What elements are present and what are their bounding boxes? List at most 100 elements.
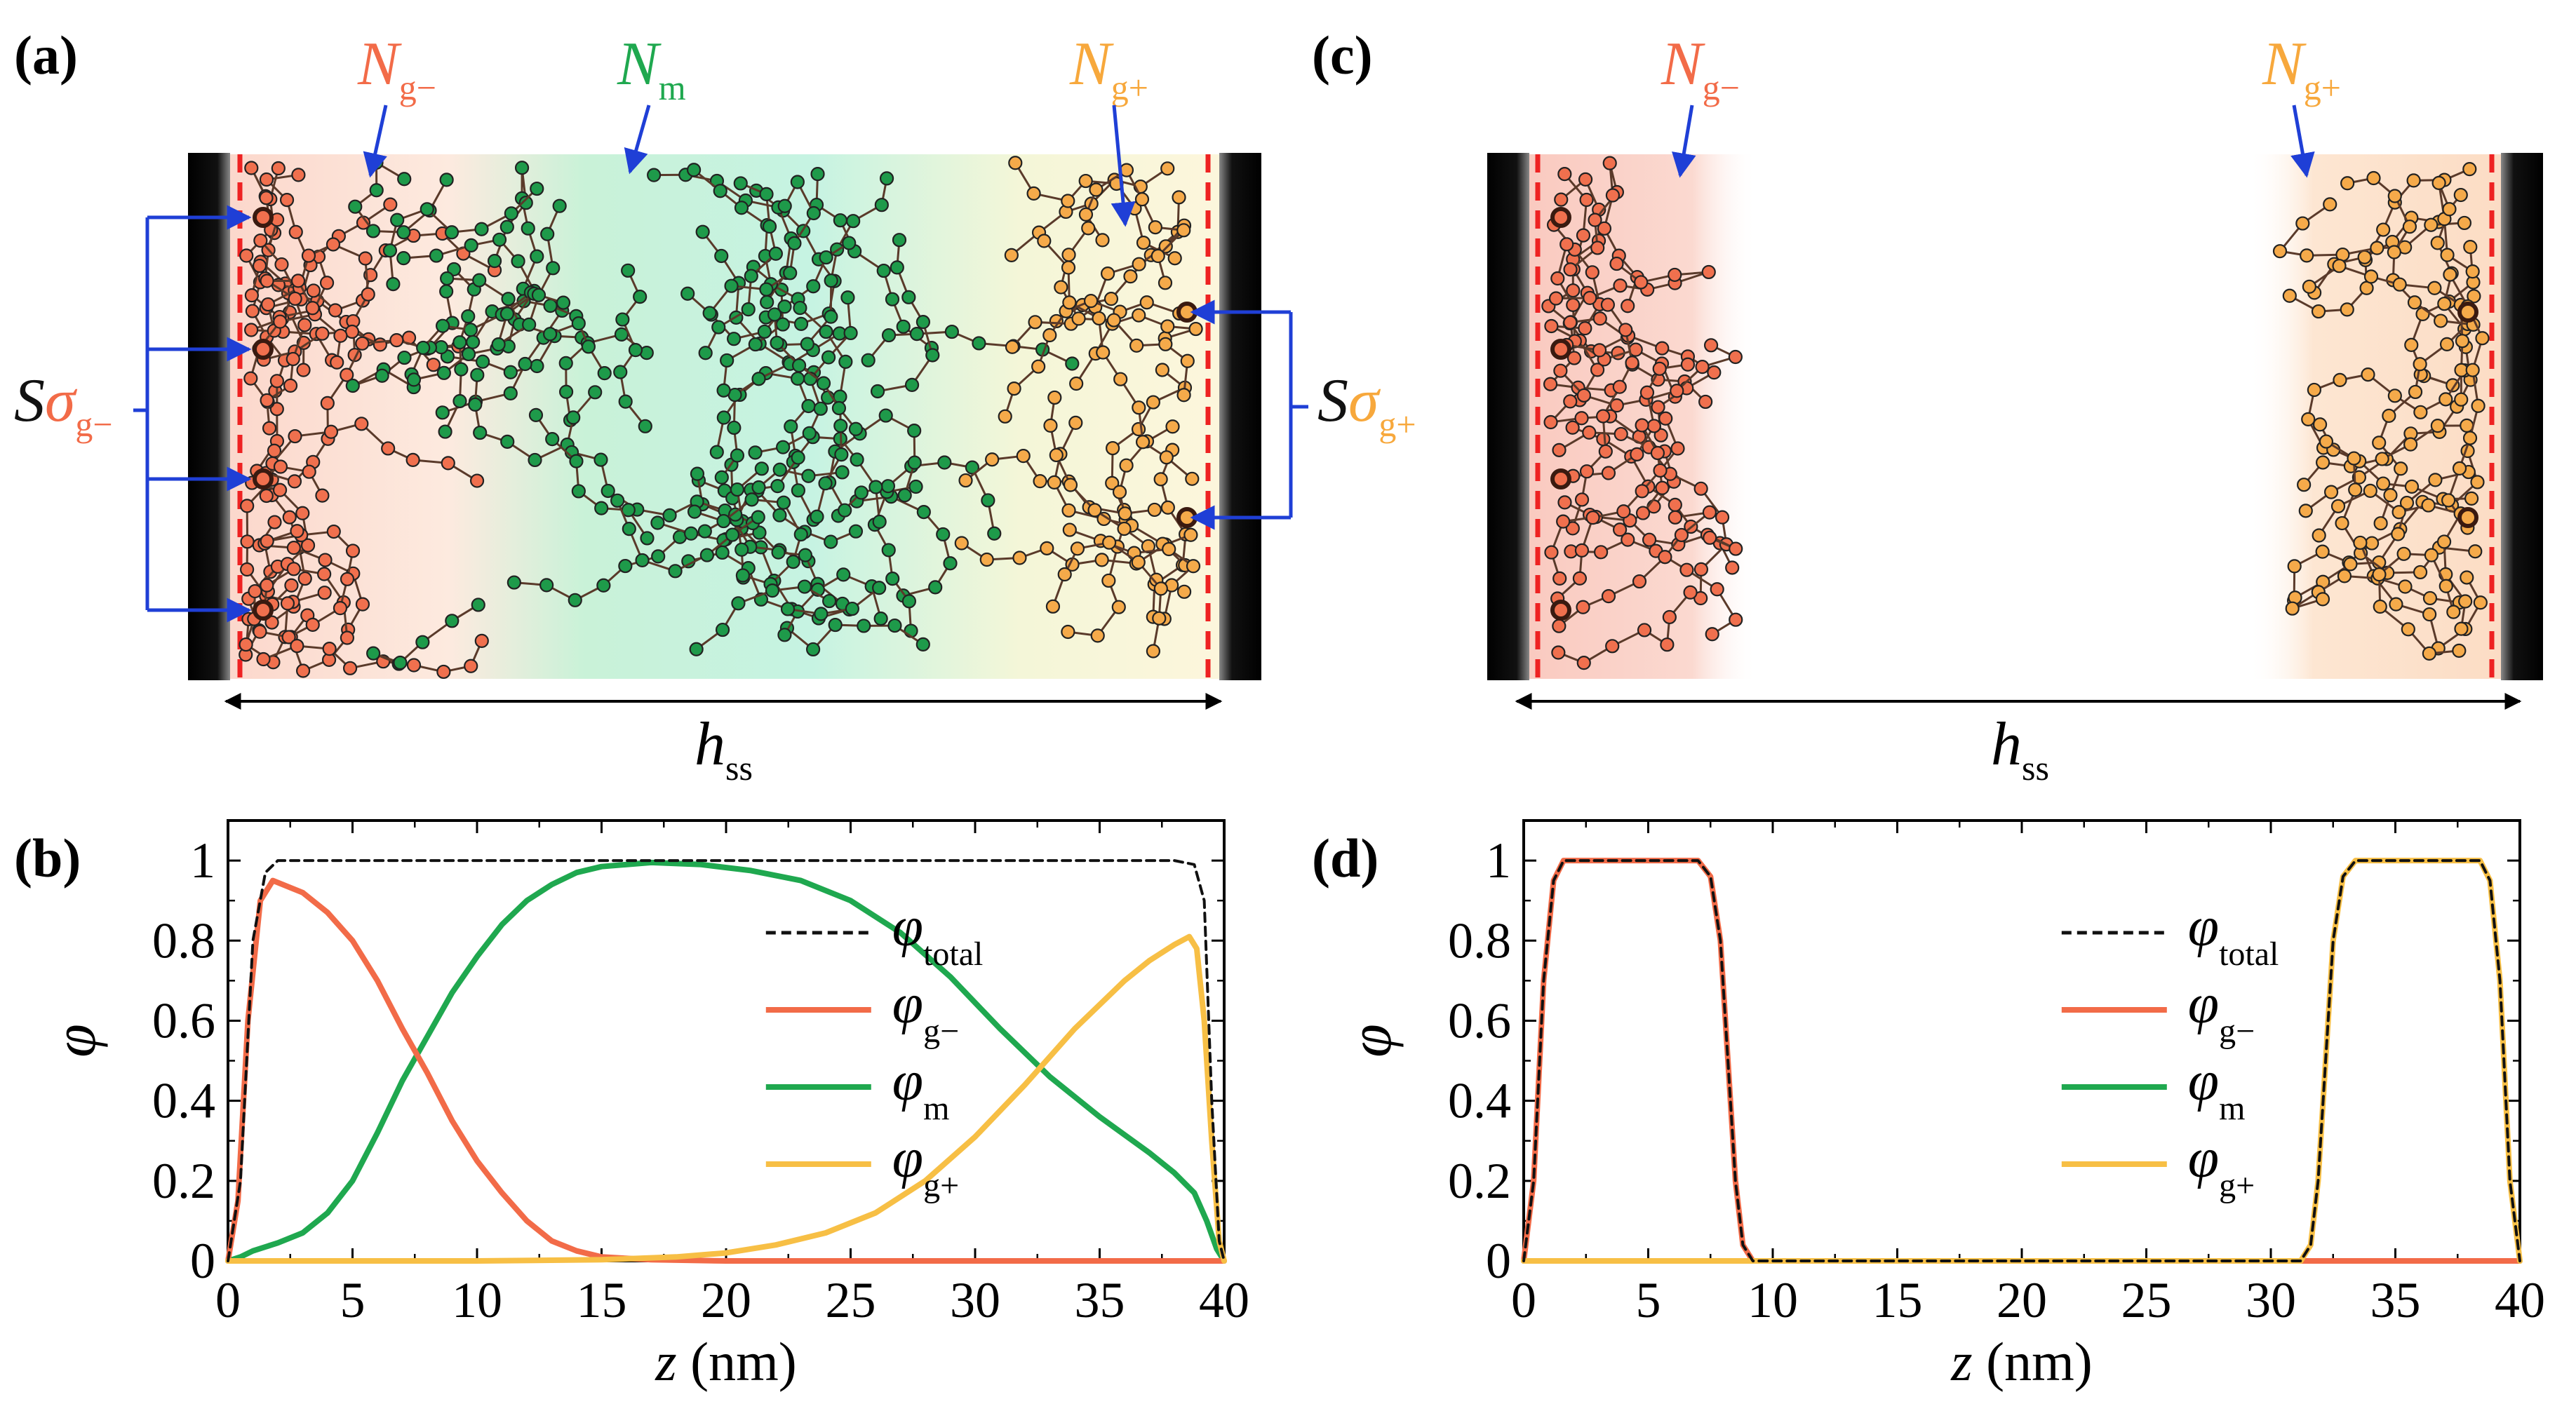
chain-bead (1601, 589, 1616, 604)
chain-bead (256, 652, 271, 667)
chain-bead (1566, 283, 1581, 298)
chain-bead (2394, 461, 2408, 476)
chain-bead (615, 312, 630, 327)
chain-bead (1131, 421, 1146, 437)
chain-bead (1167, 251, 1182, 266)
chain-bead (1185, 471, 1200, 486)
x-tick-label: 0 (1511, 1272, 1536, 1328)
chain-bead (2376, 476, 2391, 491)
chain-bead (695, 224, 710, 239)
chain-bead (2376, 222, 2391, 237)
chain-bead (1136, 235, 1151, 250)
chain-bead (2383, 488, 2398, 503)
chain-bead (1100, 266, 1115, 281)
chain-bead (880, 479, 896, 494)
chain-bead (1660, 637, 1675, 652)
chain-bead (793, 300, 807, 316)
chain-bead (2415, 306, 2430, 321)
chain-bead (1588, 212, 1602, 227)
chain-bead (2403, 437, 2418, 452)
n-minus-arrow-a (363, 104, 388, 178)
chain-bead (697, 524, 712, 539)
polymer-chains-c (1541, 156, 2490, 670)
chain-bead (328, 303, 343, 318)
chain-bead (1637, 623, 1652, 637)
chain-bead (2402, 220, 2417, 234)
chain-bead (828, 617, 843, 633)
chain-bead (727, 420, 742, 436)
chain-bead (415, 635, 430, 649)
chain-bead (1081, 221, 1096, 236)
chain-bead (396, 225, 411, 240)
chain-bead (260, 297, 276, 312)
chain-bead (1160, 500, 1175, 515)
chain-bead (2373, 516, 2388, 531)
chain-bead (752, 525, 767, 540)
chain-bead (365, 224, 381, 238)
right-wall (1219, 153, 1261, 680)
chain-bead (2295, 216, 2310, 231)
chain-bead (1147, 502, 1162, 518)
chain-bead (1096, 345, 1111, 360)
chain-bead (810, 167, 825, 182)
chain-bead (715, 545, 730, 560)
chain-bead (724, 278, 739, 293)
chain-bead (530, 249, 544, 264)
chain-bead (438, 424, 452, 439)
graft-point (253, 468, 274, 490)
chain-bead (1563, 315, 1578, 330)
chain-bead (543, 327, 558, 342)
chain-bead (1113, 372, 1128, 386)
chain-bead (1576, 656, 1591, 670)
chain-bead (2285, 601, 2300, 616)
chain-bead (1728, 349, 1743, 365)
chain-bead (342, 661, 358, 675)
chain-bead (320, 396, 335, 410)
chain-bead (1146, 395, 1160, 410)
chain-bead (1094, 553, 1109, 567)
chain-bead (581, 339, 596, 354)
chain-bead (345, 544, 361, 558)
chain-bead (834, 447, 849, 462)
chain-bead (916, 504, 931, 520)
legend-label-g_plus: φg+ (892, 1128, 959, 1204)
chain-bead (1049, 447, 1064, 463)
n-plus-arrow-c (2290, 104, 2315, 178)
panel-a: (a) Ng− Nm Ng+ Sσg− Sσg+ (14, 25, 1416, 788)
chain-bead (668, 564, 683, 579)
chain-bead (2347, 451, 2361, 466)
chain-bead (452, 335, 467, 350)
chain-bead (2298, 504, 2313, 518)
chain-bead (1119, 458, 1134, 473)
chain-bead (2330, 499, 2346, 513)
chain-bead (287, 474, 302, 489)
chain-bead (744, 492, 759, 507)
chain-bead (872, 581, 887, 595)
chain-bead (904, 377, 920, 392)
series-line-total (227, 859, 1226, 1262)
chain-bead (473, 425, 488, 440)
chain-bead (791, 358, 807, 373)
chain-bead (1658, 550, 1672, 565)
chain-bead (381, 441, 396, 456)
x-tick-label: 10 (452, 1272, 502, 1328)
chain-bead (1729, 612, 1743, 627)
chain-bead (1543, 414, 1558, 430)
chain-bead (797, 579, 812, 594)
chain-bead (1045, 599, 1061, 614)
chain-bead (461, 309, 476, 324)
chain-bead (1574, 411, 1589, 426)
chain-bead (2442, 202, 2457, 217)
chain-bead (375, 368, 389, 383)
chain-bead (507, 575, 521, 590)
chain-bead (1572, 571, 1588, 586)
chain-bead (300, 538, 316, 553)
chain-bead (2357, 250, 2372, 264)
chain-bead (476, 354, 490, 369)
chain-bead (776, 440, 791, 454)
chain-bead (1106, 313, 1121, 328)
chain-bead (1123, 269, 1138, 284)
chain-bead (901, 290, 916, 304)
chain-bead (2382, 408, 2396, 423)
